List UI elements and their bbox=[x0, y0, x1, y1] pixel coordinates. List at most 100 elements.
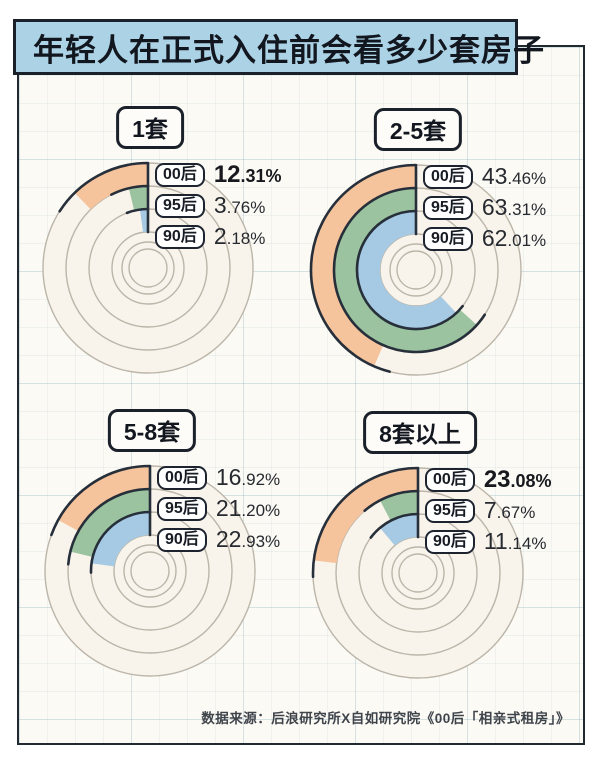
band-outline-90后 bbox=[355, 209, 464, 331]
band-outline-90后 bbox=[125, 207, 150, 234]
generation-pill: 90后 bbox=[157, 527, 207, 552]
chart-legend: 00后 16.92% 95后 21.20% 90后 22.93% bbox=[157, 465, 280, 558]
chart-title-box: 5-8套 bbox=[107, 409, 197, 452]
percentage-decimal-part: .08% bbox=[510, 470, 552, 491]
percentage-integer-part: 63 bbox=[481, 194, 508, 220]
chart-title-box: 2-5套 bbox=[373, 108, 463, 151]
legend-row: 00后 12.31% bbox=[155, 162, 282, 187]
generation-pill: 00后 bbox=[425, 467, 475, 492]
chart-legend: 00后 12.31% 95后 3.76% 90后 2.18% bbox=[155, 162, 282, 255]
center-circle bbox=[130, 551, 170, 591]
generation-pill: 95后 bbox=[155, 193, 205, 218]
percentage-value: 23.08% bbox=[483, 465, 552, 493]
legend-row: 00后 16.92% bbox=[157, 465, 280, 490]
generation-pill: 95后 bbox=[157, 496, 207, 521]
band-arc-95后 bbox=[70, 489, 150, 558]
chart-title-box: 1套 bbox=[116, 106, 184, 149]
chart-quadrant-1tao: 1套 00后 12.31% 95后 3.76% 90后 2.18% bbox=[22, 100, 294, 412]
center-circle bbox=[396, 250, 436, 290]
band-arc-95后 bbox=[334, 188, 477, 353]
percentage-integer-part: 43 bbox=[481, 163, 508, 189]
percentage-value: 16.92% bbox=[216, 466, 280, 489]
band-arc-00后 bbox=[74, 163, 148, 210]
percentage-decimal-part: .67% bbox=[496, 503, 536, 522]
chart-quadrant-8tao-plus: 8套以上 00后 23.08% 95后 7.67% 90后 11.14% bbox=[292, 405, 564, 717]
percentage-integer-part: 12 bbox=[213, 160, 241, 188]
band-outline-00后 bbox=[50, 464, 152, 537]
legend-row: 90后 2.18% bbox=[155, 224, 282, 249]
legend-row: 95后 63.31% bbox=[423, 195, 546, 220]
percentage-value: 2.18% bbox=[214, 225, 266, 248]
generation-pill: 90后 bbox=[425, 529, 475, 554]
band-outline-90后 bbox=[89, 510, 152, 574]
band-outline-95后 bbox=[66, 487, 152, 566]
legend-row: 95后 3.76% bbox=[155, 193, 282, 218]
band-arc-90后 bbox=[357, 211, 457, 329]
percentage-decimal-part: .46% bbox=[507, 169, 547, 188]
legend-row: 90后 62.01% bbox=[423, 226, 546, 251]
percentage-integer-part: 21 bbox=[215, 495, 242, 521]
percentage-value: 21.20% bbox=[216, 497, 280, 520]
percentage-value: 12.31% bbox=[213, 160, 282, 188]
percentage-value: 62.01% bbox=[482, 227, 546, 250]
band-outline-95后 bbox=[332, 186, 487, 354]
percentage-decimal-part: .31% bbox=[507, 200, 547, 219]
generation-pill: 90后 bbox=[155, 224, 205, 249]
band-arc-95后 bbox=[379, 491, 418, 521]
band-outline-00后 bbox=[309, 163, 418, 373]
band-arc-90后 bbox=[139, 209, 148, 233]
percentage-decimal-part: .01% bbox=[507, 231, 547, 250]
legend-row: 00后 43.46% bbox=[423, 164, 546, 189]
data-source-note: 数据来源：后浪研究所X自如研究院《00后「相亲式租房」》 bbox=[201, 711, 570, 726]
generation-pill: 00后 bbox=[157, 465, 207, 490]
band-arc-90后 bbox=[91, 512, 150, 567]
percentage-value: 3.76% bbox=[214, 194, 266, 217]
percentage-decimal-part: .18% bbox=[226, 229, 266, 248]
percentage-integer-part: 16 bbox=[215, 464, 242, 490]
percentage-value: 43.46% bbox=[482, 165, 546, 188]
legend-row: 95后 21.20% bbox=[157, 496, 280, 521]
band-arc-95后 bbox=[128, 186, 148, 211]
generation-pill: 95后 bbox=[423, 195, 473, 220]
percentage-decimal-part: .20% bbox=[241, 501, 281, 520]
band-outline-90后 bbox=[369, 512, 420, 539]
generation-pill: 00后 bbox=[155, 162, 205, 187]
band-arc-00后 bbox=[313, 468, 418, 564]
legend-row: 90后 22.93% bbox=[157, 527, 280, 552]
chart-legend: 00后 43.46% 95后 63.31% 90后 62.01% bbox=[423, 164, 546, 257]
title-bar: 年轻人在正式入住前会看多少套房子 bbox=[13, 19, 544, 75]
percentage-value: 22.93% bbox=[216, 528, 280, 551]
chart-quadrant-5-8tao: 5-8套 00后 16.92% 95后 21.20% 90后 22.93% bbox=[24, 403, 296, 715]
legend-row: 90后 11.14% bbox=[425, 529, 552, 554]
percentage-integer-part: 2 bbox=[213, 223, 227, 249]
generation-pill: 00后 bbox=[423, 164, 473, 189]
percentage-integer-part: 3 bbox=[213, 192, 227, 218]
legend-row: 95后 7.67% bbox=[425, 498, 552, 523]
center-circle bbox=[128, 248, 168, 288]
percentage-value: 7.67% bbox=[484, 499, 536, 522]
legend-row: 00后 23.08% bbox=[425, 467, 552, 492]
generation-pill: 90后 bbox=[423, 226, 473, 251]
percentage-decimal-part: .76% bbox=[226, 198, 266, 217]
percentage-decimal-part: .14% bbox=[507, 534, 547, 553]
percentage-decimal-part: .31% bbox=[240, 165, 282, 186]
percentage-value: 11.14% bbox=[484, 530, 547, 553]
percentage-decimal-part: .93% bbox=[241, 532, 281, 551]
chart-title-box: 8套以上 bbox=[363, 411, 477, 454]
chart-quadrant-2-5tao: 2-5套 00后 43.46% 95后 63.31% 90后 62.01% bbox=[290, 102, 562, 414]
band-outline-95后 bbox=[363, 489, 420, 516]
page-title: 年轻人在正式入住前会看多少套房子 bbox=[33, 32, 545, 68]
chart-legend: 00后 23.08% 95后 7.67% 90后 11.14% bbox=[425, 467, 552, 560]
percentage-integer-part: 62 bbox=[481, 225, 508, 251]
band-outline-95后 bbox=[110, 184, 150, 211]
band-arc-00后 bbox=[58, 466, 150, 532]
percentage-value: 63.31% bbox=[482, 196, 546, 219]
band-arc-00后 bbox=[311, 165, 416, 367]
band-outline-00后 bbox=[58, 161, 150, 213]
percentage-integer-part: 11 bbox=[483, 528, 508, 554]
percentage-integer-part: 23 bbox=[483, 465, 511, 493]
center-circle bbox=[398, 553, 438, 593]
generation-pill: 95后 bbox=[425, 498, 475, 523]
percentage-integer-part: 7 bbox=[483, 497, 497, 523]
